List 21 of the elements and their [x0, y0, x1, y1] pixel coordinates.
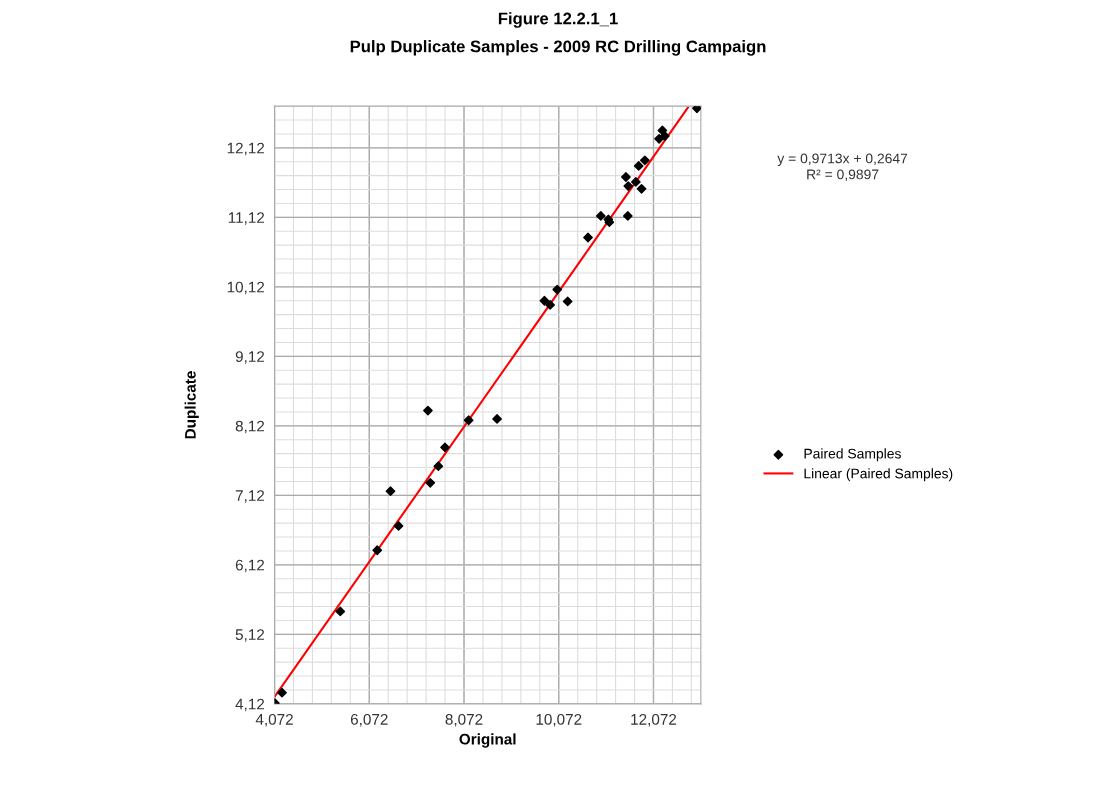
- legend-label: Linear (Paired Samples): [804, 468, 953, 482]
- x-axis-title: Original: [459, 733, 516, 748]
- y-tick-label: 11,12: [228, 212, 265, 225]
- y-tick-label: 7,12: [235, 490, 265, 503]
- x-tick-label: 6,072: [350, 713, 388, 727]
- x-tick-label: 4,072: [255, 713, 293, 727]
- y-tick-label: 6,12: [235, 559, 265, 573]
- y-tick-label: 4,12: [235, 698, 265, 712]
- chart-title: Figure 12.2.1_1: [498, 12, 618, 28]
- y-tick-label: 8,12: [235, 420, 265, 434]
- x-tick-label: 8,072: [445, 713, 483, 727]
- y-tick-label: 5,12: [235, 629, 265, 642]
- x-tick-label: 12,072: [631, 713, 677, 727]
- chart-subtitle: Pulp Duplicate Samples - 2009 RC Drilling Campaign: [350, 40, 766, 56]
- y-tick-label: 10,12: [227, 281, 265, 295]
- y-tick-label: 9,12: [235, 351, 265, 364]
- y-tick-label: 12,12: [227, 142, 265, 156]
- legend-label: Paired Samples: [804, 448, 901, 462]
- y-axis-title: Duplicate: [184, 371, 199, 439]
- text: y = 0,9713x + 0,2647 R² = 0,9897: [777, 153, 908, 181]
- x-tick-label: 10,072: [536, 713, 582, 727]
